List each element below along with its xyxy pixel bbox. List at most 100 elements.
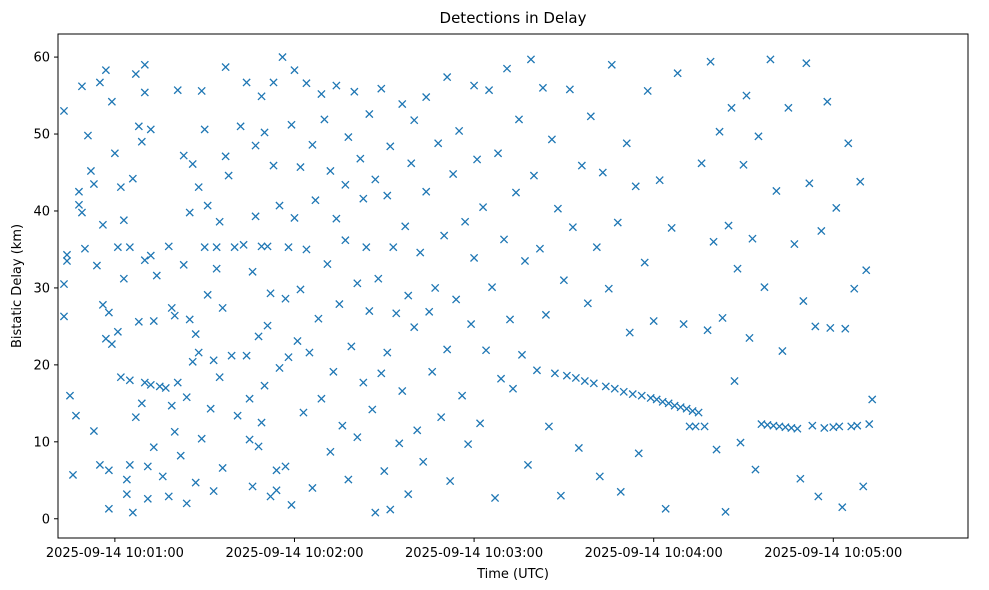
data-point xyxy=(452,295,461,304)
data-point xyxy=(86,166,95,176)
data-point xyxy=(601,382,610,391)
data-point xyxy=(281,294,290,303)
data-point xyxy=(661,504,670,513)
x-axis-label: Time (UTC) xyxy=(476,567,549,582)
data-point xyxy=(386,142,395,151)
data-point xyxy=(529,171,539,180)
data-point xyxy=(221,63,230,72)
plot-frame xyxy=(57,33,969,539)
data-point xyxy=(565,85,574,94)
data-point xyxy=(128,508,137,517)
chart-title: Detections in Delay xyxy=(440,9,587,27)
x-tick-label: 2025-09-14 10:02:00 xyxy=(225,546,363,561)
data-point xyxy=(59,312,69,321)
data-point xyxy=(368,405,377,414)
data-point xyxy=(170,311,179,320)
data-point xyxy=(305,348,314,357)
data-point xyxy=(583,299,592,308)
data-point xyxy=(784,103,793,112)
data-point xyxy=(730,376,739,386)
data-point xyxy=(257,242,266,251)
data-point xyxy=(508,384,518,393)
data-point xyxy=(772,186,781,196)
data-point xyxy=(850,284,859,293)
data-point xyxy=(152,271,161,280)
data-point xyxy=(505,315,515,324)
data-point xyxy=(308,483,317,493)
data-point xyxy=(359,194,368,203)
y-axis-label: Bistatic Delay (km) xyxy=(10,224,25,348)
data-point xyxy=(179,151,188,160)
data-point xyxy=(631,182,640,191)
data-point xyxy=(188,159,197,169)
data-point xyxy=(437,413,446,422)
data-point xyxy=(568,223,577,232)
data-point xyxy=(371,508,380,517)
data-point xyxy=(823,97,832,106)
data-point xyxy=(598,168,607,177)
data-point xyxy=(248,267,257,276)
y-tick-label: 20 xyxy=(33,358,50,373)
data-point xyxy=(227,351,236,360)
data-point xyxy=(622,139,631,148)
data-point xyxy=(458,391,467,400)
data-point xyxy=(194,348,203,357)
data-point xyxy=(197,86,206,96)
data-point xyxy=(185,315,194,324)
data-point xyxy=(553,204,562,213)
data-point xyxy=(266,492,275,501)
data-point xyxy=(362,243,371,252)
data-point xyxy=(760,283,769,292)
data-point xyxy=(383,348,392,357)
data-point xyxy=(221,152,230,161)
data-point xyxy=(556,491,565,500)
data-point xyxy=(224,171,233,180)
data-point xyxy=(89,426,98,436)
data-point xyxy=(625,328,634,337)
data-point xyxy=(116,183,125,192)
data-point xyxy=(724,221,733,230)
data-point xyxy=(371,175,380,184)
data-point xyxy=(260,381,269,390)
data-point xyxy=(263,242,272,251)
data-point xyxy=(122,475,131,484)
data-point xyxy=(868,395,877,404)
data-point xyxy=(416,248,425,257)
data-point xyxy=(62,250,72,259)
data-point xyxy=(634,449,643,458)
data-point xyxy=(514,115,524,124)
data-point xyxy=(856,177,865,186)
data-point xyxy=(386,505,395,514)
data-point xyxy=(71,411,81,420)
data-point xyxy=(122,490,131,499)
data-point xyxy=(308,140,317,149)
data-point xyxy=(443,345,452,354)
data-point xyxy=(535,244,545,253)
data-point xyxy=(694,408,703,417)
data-point xyxy=(353,433,362,442)
data-point xyxy=(164,242,173,251)
data-point xyxy=(793,424,802,433)
data-point xyxy=(526,55,536,64)
data-point xyxy=(440,231,449,240)
data-point xyxy=(461,217,470,226)
data-point xyxy=(182,393,191,402)
data-point xyxy=(748,234,757,243)
data-point xyxy=(125,460,134,469)
data-point xyxy=(422,187,431,196)
data-point xyxy=(404,291,413,300)
data-point xyxy=(284,243,293,252)
data-point xyxy=(146,125,155,134)
plot-area xyxy=(57,33,969,539)
data-point xyxy=(398,99,407,109)
data-point xyxy=(844,139,853,148)
data-point xyxy=(149,316,158,326)
data-point xyxy=(577,161,586,170)
data-point xyxy=(119,274,128,283)
data-point xyxy=(125,243,134,252)
data-point xyxy=(673,69,682,78)
data-point xyxy=(859,482,868,491)
data-point xyxy=(344,133,353,142)
data-point xyxy=(140,378,149,387)
data-point xyxy=(194,183,203,192)
